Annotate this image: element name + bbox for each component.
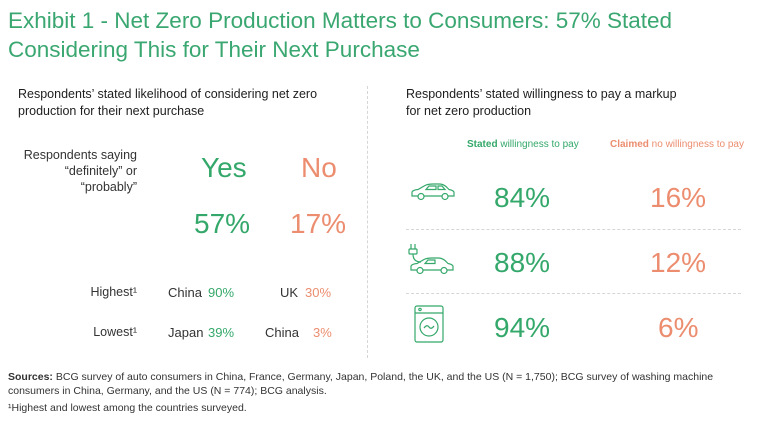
page-title: Exhibit 1 - Net Zero Production Matters … [8,6,758,64]
respondents-label-line-1: Respondents saying [23,148,137,162]
highest-no-value: 30% [305,285,332,300]
right-panel-heading: Respondents’ stated willingness to pay a… [406,86,746,120]
sources-line-1: Sources: BCG survey of auto consumers in… [8,370,763,384]
title-line-1: Exhibit 1 - Net Zero Production Matters … [8,8,673,33]
car-icon [410,181,456,203]
claimed-column-header: Claimed no willingness to pay [610,139,744,150]
washing-machine-claimed-value: 6% [658,312,699,343]
electric-car-stated-value: 88% [494,247,551,278]
no-value: 17% [290,208,347,239]
right-heading-line-2: for net zero production [406,104,532,118]
respondents-label: Respondents saying “definitely” or “prob… [12,147,137,195]
highest-yes-country: China [168,285,202,300]
electric-car-icon [405,240,455,276]
respondents-label-line-3: “probably” [80,180,137,194]
highest-yes-value: 90% [208,285,235,300]
yes-header: Yes [201,152,247,183]
lowest-yes-country: Japan [168,325,204,340]
respondents-label-line-2: “definitely” or [64,164,137,178]
lowest-no-country: China [265,325,299,340]
sources-text-1: BCG survey of auto consumers in China, F… [52,371,714,383]
electric-car-claimed-value: 12% [650,247,707,278]
title-line-2: Considering This for Their Next Purchase [8,37,420,62]
car-stated-value: 84% [494,182,551,213]
stated-column-header: Stated willingness to pay [467,139,579,150]
left-heading-line-1: Respondents’ stated likelihood of consid… [18,87,318,101]
lowest-no-value: 3% [313,325,332,340]
claimed-column-header-rest: no willingness to pay [648,139,744,150]
lowest-label: Lowest¹ [93,325,137,339]
sources-note: Sources: BCG survey of auto consumers in… [8,370,763,398]
row-divider-1 [406,229,741,230]
washing-machine-stated-value: 94% [494,312,551,343]
row-divider-2 [406,293,741,294]
left-heading-line-2: production for their next purchase [18,104,205,118]
sources-label: Sources: [8,371,53,383]
highest-label: Highest¹ [90,285,137,299]
panel-divider [367,86,368,358]
sources-line-2: consumers in China, Germany, and the US … [8,385,327,397]
lowest-yes-value: 39% [208,325,235,340]
yes-value: 57% [194,208,251,239]
car-claimed-value: 16% [650,182,707,213]
no-header: No [301,152,337,183]
highest-no-country: UK [280,285,299,300]
footnote: ¹Highest and lowest among the countries … [8,402,247,414]
claimed-column-header-bold: Claimed [610,139,649,150]
stated-column-header-rest: willingness to pay [497,139,579,150]
left-panel-heading: Respondents’ stated likelihood of consid… [18,86,358,120]
right-heading-line-1: Respondents’ stated willingness to pay a… [406,87,677,101]
stated-column-header-bold: Stated [467,139,498,150]
washing-machine-icon [414,305,444,343]
